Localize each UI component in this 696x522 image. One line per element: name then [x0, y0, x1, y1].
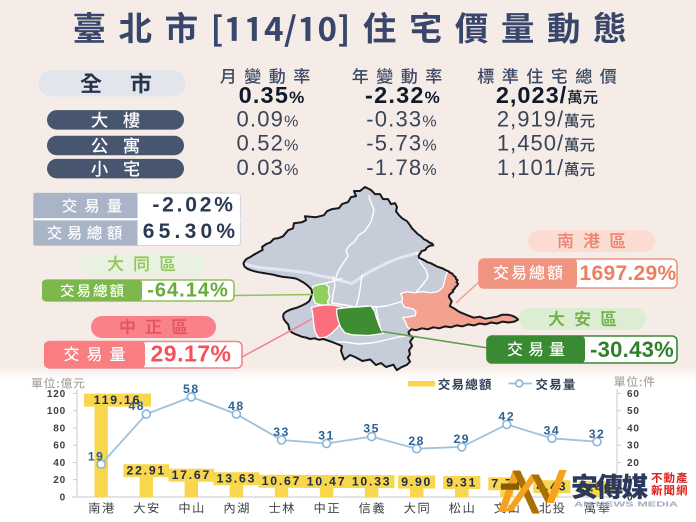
svg-text:35: 35 — [363, 422, 380, 436]
svg-text:0.35%: 0.35% — [239, 82, 306, 108]
svg-text:58: 58 — [183, 382, 200, 396]
svg-text:65.30%: 65.30% — [143, 220, 239, 243]
svg-text:31: 31 — [318, 429, 335, 443]
svg-text:-0.33%: -0.33% — [366, 107, 438, 132]
svg-text:80: 80 — [53, 423, 66, 434]
svg-text:10.67: 10.67 — [262, 474, 302, 488]
svg-text:9.31: 9.31 — [446, 475, 477, 489]
svg-text:2,023/: 2,023/ — [496, 82, 567, 108]
svg-text:20: 20 — [627, 458, 640, 469]
svg-text:40: 40 — [627, 423, 640, 434]
svg-text:29: 29 — [453, 432, 470, 446]
svg-text:-2.02%: -2.02% — [152, 194, 235, 217]
svg-text:0: 0 — [627, 492, 633, 503]
svg-text:-64.14%: -64.14% — [147, 280, 229, 302]
svg-text:0.52%: 0.52% — [236, 131, 299, 156]
svg-text:34: 34 — [544, 423, 561, 437]
svg-text:-2.32%: -2.32% — [365, 82, 441, 108]
svg-text:22.91: 22.91 — [127, 464, 167, 478]
svg-text:120: 120 — [47, 389, 66, 400]
svg-text:10: 10 — [627, 475, 640, 486]
svg-text:-30.43%: -30.43% — [590, 337, 674, 362]
svg-text:-5.73%: -5.73% — [366, 131, 438, 156]
svg-text:0: 0 — [60, 492, 66, 503]
svg-text:29.17%: 29.17% — [150, 341, 231, 367]
svg-text:1697.29%: 1697.29% — [580, 262, 677, 285]
svg-text:33: 33 — [273, 425, 290, 439]
svg-text:13.63: 13.63 — [217, 472, 257, 486]
svg-text:1,101/: 1,101/ — [497, 155, 564, 180]
svg-text:19: 19 — [88, 449, 105, 463]
svg-text:2,919/: 2,919/ — [497, 107, 564, 132]
svg-text:0.09%: 0.09% — [236, 107, 299, 132]
svg-text:1,450/: 1,450/ — [497, 131, 564, 156]
svg-text:10.47: 10.47 — [307, 474, 347, 488]
svg-text:-1.78%: -1.78% — [366, 155, 438, 180]
svg-text:48: 48 — [128, 399, 145, 413]
svg-text:50: 50 — [627, 406, 640, 417]
svg-text:119.16: 119.16 — [94, 393, 141, 407]
svg-text:20: 20 — [53, 475, 66, 486]
svg-text:0.03%: 0.03% — [236, 155, 299, 180]
svg-text:60: 60 — [53, 441, 66, 452]
svg-text:9.90: 9.90 — [401, 475, 432, 489]
svg-text:100: 100 — [47, 406, 66, 417]
svg-text:28: 28 — [408, 434, 425, 448]
svg-text:48: 48 — [228, 399, 245, 413]
svg-text:40: 40 — [53, 458, 66, 469]
svg-text:42: 42 — [499, 410, 516, 424]
svg-text:32: 32 — [589, 427, 606, 441]
svg-text:30: 30 — [627, 441, 640, 452]
svg-text:60: 60 — [627, 389, 640, 400]
svg-text:AN NEWS MEDIA: AN NEWS MEDIA — [574, 500, 679, 509]
svg-text:10.33: 10.33 — [352, 474, 392, 488]
svg-text:17.67: 17.67 — [172, 468, 212, 482]
